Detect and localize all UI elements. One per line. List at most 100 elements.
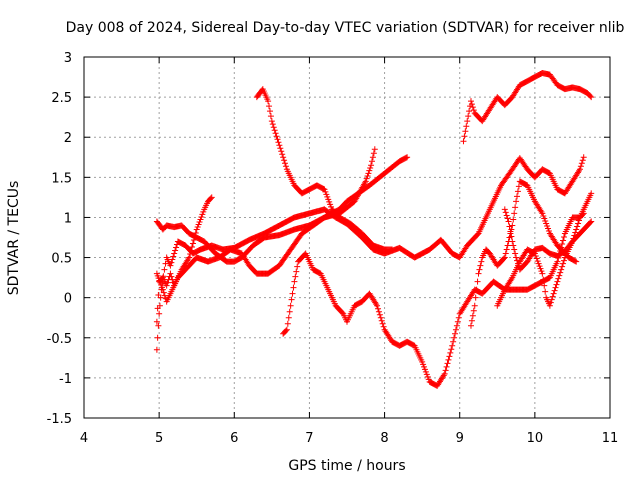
data-point-marker [453, 322, 460, 329]
data-point-marker [549, 293, 556, 300]
data-point-marker [367, 164, 374, 171]
data-point-marker [193, 226, 200, 233]
data-point-marker [282, 327, 289, 334]
data-point-marker [420, 361, 427, 368]
data-point-marker [535, 260, 542, 267]
data-point-marker [503, 246, 510, 253]
data-point-marker [275, 139, 282, 146]
axis-ticks [83, 56, 611, 419]
y-tick-label: -1.5 [47, 412, 72, 427]
data-point-marker [512, 204, 519, 211]
data-point-marker [321, 186, 328, 193]
grid-layer [84, 57, 610, 418]
data-point-marker [292, 273, 299, 280]
data-point-marker [478, 258, 485, 265]
data-point-marker [460, 138, 467, 145]
data-point-marker [326, 198, 333, 205]
data-point-marker [279, 151, 286, 158]
data-point-marker [285, 314, 292, 321]
data-point-marker [451, 334, 458, 341]
data-point-marker [363, 175, 370, 182]
data-point-marker [154, 334, 161, 341]
data-point-marker [587, 219, 594, 226]
data-point-marker [469, 312, 476, 319]
data-point-marker [474, 278, 481, 285]
data-point-marker [501, 254, 508, 261]
data-point-marker [198, 213, 205, 220]
data-point-marker [276, 142, 283, 149]
data-point-marker [369, 154, 376, 161]
data-point-marker [197, 216, 204, 223]
data-point-marker [559, 241, 566, 248]
data-point-marker [199, 211, 206, 218]
data-point-marker [588, 190, 595, 197]
plot-frame [83, 56, 611, 419]
data-point-marker [208, 194, 215, 201]
data-point-marker [168, 259, 175, 266]
data-point-marker [194, 223, 201, 230]
data-point-marker [470, 107, 477, 114]
data-point-marker [323, 191, 330, 198]
data-point-marker [508, 233, 515, 240]
data-point-marker [168, 273, 175, 280]
x-tick-label: 7 [305, 431, 313, 446]
data-point-marker [546, 302, 553, 309]
data-point-marker [444, 360, 451, 367]
y-tick-labels: -1.5 -1 -0.5 0 0.5 1 1.5 2 2.5 3 [47, 51, 72, 427]
data-point-marker [172, 247, 179, 254]
data-point-marker [469, 104, 476, 111]
data-point-marker [542, 288, 549, 295]
y-tick-label: 2.5 [51, 91, 72, 106]
data-point-marker [278, 148, 285, 155]
x-tick-label: 8 [380, 431, 388, 446]
data-point-marker [380, 323, 387, 330]
data-point-marker [327, 201, 334, 208]
data-point-marker [572, 229, 579, 236]
data-point-marker [378, 317, 385, 324]
data-point-marker [554, 278, 561, 285]
data-point-marker [189, 240, 196, 247]
data-point-marker [468, 101, 475, 108]
data-point-marker [271, 127, 278, 134]
data-point-marker [277, 145, 284, 152]
data-point-marker [446, 353, 453, 360]
data-point-marker [507, 228, 514, 235]
data-point-marker [288, 296, 295, 303]
data-point-marker [325, 196, 332, 203]
data-point-marker [513, 254, 520, 261]
data-point-marker [375, 308, 382, 315]
data-point-marker [504, 215, 511, 222]
data-point-marker [167, 262, 174, 269]
data-point-marker [475, 270, 482, 277]
data-point-marker [547, 299, 554, 306]
data-point-marker [283, 326, 290, 333]
y-tick-label: 1 [64, 211, 72, 226]
y-tick-label: 0 [64, 292, 72, 307]
x-tick-label: 10 [527, 431, 544, 446]
data-point-marker [539, 210, 546, 217]
data-point-marker [447, 349, 454, 356]
data-point-marker [587, 93, 594, 100]
data-point-marker [442, 367, 449, 374]
data-point-marker [510, 242, 517, 249]
data-point-marker [553, 281, 560, 288]
data-point-marker [379, 320, 386, 327]
y-tick-label: 2 [64, 131, 72, 146]
data-point-marker [207, 195, 214, 202]
data-point-marker [513, 198, 520, 205]
data-point-marker [293, 268, 300, 275]
data-point-marker [472, 294, 479, 301]
data-point-marker [504, 242, 511, 249]
data-point-marker [476, 266, 483, 273]
data-point-marker [452, 326, 459, 333]
data-point-marker [368, 158, 375, 165]
data-point-marker [560, 257, 567, 264]
data-point-marker [577, 163, 584, 170]
y-axis-label: SDTVAR / TECUs [6, 181, 22, 296]
data-point-marker [364, 172, 371, 179]
data-point-marker [268, 118, 275, 125]
data-point-marker [186, 254, 193, 261]
data-point-marker [195, 221, 202, 228]
data-point-marker [280, 154, 287, 161]
data-point-marker [153, 346, 160, 353]
